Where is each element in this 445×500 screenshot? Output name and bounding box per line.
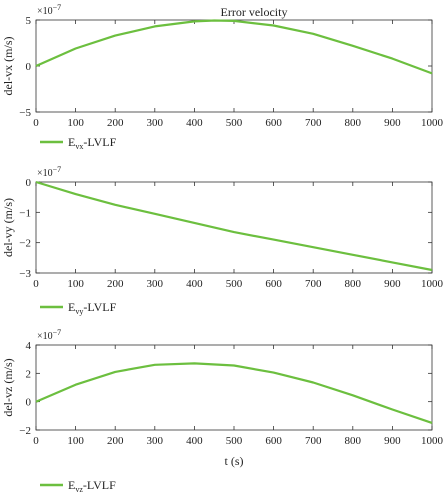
y-axis-label: del-vy (m/s) <box>1 198 15 257</box>
x-tick-label: 900 <box>384 435 401 447</box>
x-tick-label: 300 <box>147 435 164 447</box>
chart-panel-3: 0 100 200 300 400 500 600 700 800 900 1000420−2×10… <box>1 328 444 494</box>
series-line-1 <box>35 180 433 272</box>
x-tick-label: 100 <box>67 435 84 447</box>
y-tick-label: 0 <box>26 177 32 189</box>
exponent-base: ×10 <box>37 6 53 17</box>
chart-panel-2: 0 100 200 300 400 500 600 700 800 900 1000 0 −1 −2 −3 ×… <box>1 165 444 316</box>
exponent-power: −7 <box>53 3 62 12</box>
legend-subscript: vy <box>75 307 83 316</box>
chart-panel-1: 0 100 200 300 400 500 600 700 800 900 100050−5×10−… <box>1 3 444 151</box>
legend-suffix: -LVLF <box>83 300 116 314</box>
y-tick-label: −1 <box>19 207 31 219</box>
x-tick-label: 500 <box>226 278 243 290</box>
x-tick-label: 200 <box>107 117 124 129</box>
y-axis-label: del-vx (m/s) <box>1 37 15 96</box>
plot-frame <box>35 19 433 113</box>
x-tick-label: 800 <box>345 278 362 290</box>
x-tick-label: 700 <box>305 117 322 129</box>
series-line-1 <box>35 19 433 75</box>
y-tick-label: 5 <box>26 15 32 27</box>
exponent-power: −7 <box>53 328 62 337</box>
legend-label: Evy-LVLF <box>68 300 117 316</box>
x-tick-label: 200 <box>107 435 124 447</box>
legend-label: Evx-LVLF <box>68 135 117 151</box>
y-exponent-label: ×10−7 <box>37 165 61 179</box>
x-tick-label: 100 <box>67 278 84 290</box>
y-tick-label: −2 <box>19 425 31 437</box>
exponent-base: ×10 <box>37 168 53 179</box>
x-tick-label: 1000 <box>421 278 444 290</box>
x-tick-label: 1000 <box>421 117 444 129</box>
y-axis-label: del-vz (m/s) <box>1 358 15 416</box>
x-tick-label: 400 <box>186 435 203 447</box>
legend-prefix: E <box>68 300 75 314</box>
x-tick-label: 0 <box>33 278 39 290</box>
plot-frame <box>35 344 433 431</box>
y-tick-label: 2 <box>26 368 32 380</box>
x-tick-label: 600 <box>265 278 282 290</box>
x-tick-label: 500 <box>226 117 243 129</box>
legend-subscript: vz <box>75 485 83 494</box>
x-tick-label: 400 <box>186 117 203 129</box>
x-tick-label: 100 <box>67 117 84 129</box>
x-tick-label: 600 <box>265 117 282 129</box>
exponent-power: −7 <box>53 165 62 174</box>
x-tick-label: 800 <box>345 435 362 447</box>
y-exponent-label: ×10−7 <box>37 328 61 342</box>
legend: Evx-LVLF <box>40 135 117 151</box>
y-tick-label: 4 <box>26 340 32 352</box>
y-tick-label: −5 <box>19 107 31 119</box>
legend: Evz-LVLF <box>40 478 116 494</box>
x-tick-label: 800 <box>345 117 362 129</box>
x-axis-label: t (s) <box>225 454 244 468</box>
x-tick-label: 700 <box>305 278 322 290</box>
legend-prefix: E <box>68 478 75 492</box>
y-tick-label: −3 <box>19 268 31 280</box>
legend-suffix: -LVLF <box>83 478 116 492</box>
x-tick-label: 900 <box>384 117 401 129</box>
y-exponent-label: ×10−7 <box>37 3 61 17</box>
series-line-1 <box>35 362 433 424</box>
y-tick-label: −2 <box>19 238 31 250</box>
x-tick-label: 600 <box>265 435 282 447</box>
x-tick-label: 300 <box>147 278 164 290</box>
y-tick-label: 0 <box>26 61 32 73</box>
legend-suffix: -LVLF <box>83 135 116 149</box>
legend-label: Evz-LVLF <box>68 478 116 494</box>
x-tick-label: 500 <box>226 435 243 447</box>
legend-subscript: vx <box>75 142 83 151</box>
x-tick-label: 900 <box>384 278 401 290</box>
x-tick-label: 1000 <box>421 435 444 447</box>
x-tick-label: 0 <box>33 117 39 129</box>
legend-prefix: E <box>68 135 75 149</box>
x-tick-label: 400 <box>186 278 203 290</box>
legend: Evy-LVLF <box>40 300 117 316</box>
exponent-base: ×10 <box>37 331 53 342</box>
chart-title: Error velocity <box>221 5 288 19</box>
x-tick-label: 300 <box>147 117 164 129</box>
y-tick-label: 0 <box>26 397 32 409</box>
x-tick-label: 0 <box>33 435 39 447</box>
x-tick-label: 700 <box>305 435 322 447</box>
x-tick-label: 200 <box>107 278 124 290</box>
